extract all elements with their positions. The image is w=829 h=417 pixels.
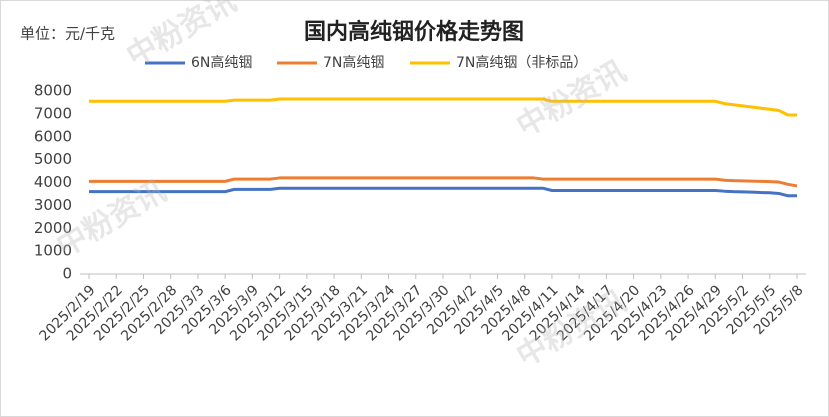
legend-label: 7N高纯铟（非标品）	[456, 54, 587, 71]
y-tick-label: 0	[62, 265, 72, 283]
chart-title: 国内高纯铟价格走势图	[304, 19, 524, 45]
y-tick-label: 1000	[34, 242, 72, 260]
y-tick-label: 7000	[34, 104, 72, 122]
y-tick-label: 6000	[34, 127, 72, 145]
y-tick-label: 8000	[34, 82, 72, 100]
y-tick-label: 2000	[34, 219, 72, 237]
y-tick-label: 3000	[34, 196, 72, 214]
legend-label: 7N高纯铟	[323, 54, 384, 71]
line-series	[89, 176, 798, 188]
y-tick-label: 5000	[34, 150, 72, 168]
unit-label: 单位：元/千克	[20, 25, 115, 43]
line-series	[89, 97, 797, 117]
y-tick-label: 4000	[34, 173, 72, 191]
line-series	[89, 186, 797, 198]
legend-label: 6N高纯铟	[191, 54, 252, 71]
